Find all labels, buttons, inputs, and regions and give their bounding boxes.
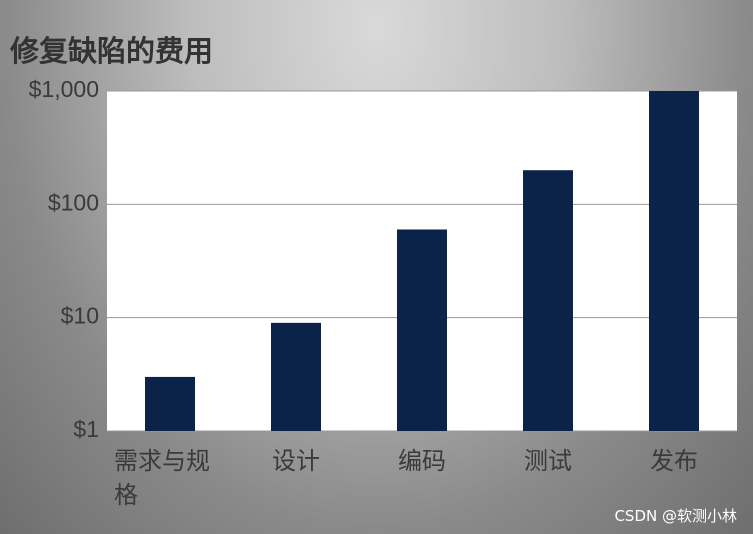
x-tick-text: 编码: [398, 447, 446, 475]
y-tick-label: $1: [73, 416, 99, 442]
bar: [649, 91, 699, 431]
x-tick-label: 需求与规格: [107, 444, 233, 512]
x-tick-label: 测试: [485, 444, 611, 478]
bar: [145, 376, 195, 431]
y-tick-label: $1,000: [29, 76, 99, 102]
x-tick-text: 需求与规格: [114, 447, 210, 509]
x-tick-text: 设计: [272, 447, 320, 475]
chart-title: 修复缺陷的费用: [10, 34, 214, 68]
y-tick-label: $100: [48, 189, 99, 215]
bar: [271, 322, 321, 431]
watermark: CSDN @软测小林: [614, 507, 737, 525]
bar: [523, 170, 573, 431]
x-tick-text: 测试: [524, 447, 572, 475]
x-tick-label: 编码: [359, 444, 485, 478]
x-tick-label: 发布: [611, 444, 737, 478]
y-tick-label: $10: [61, 303, 99, 329]
x-tick-label: 设计: [233, 444, 359, 478]
bar: [397, 229, 447, 431]
x-tick-text: 发布: [650, 447, 698, 475]
